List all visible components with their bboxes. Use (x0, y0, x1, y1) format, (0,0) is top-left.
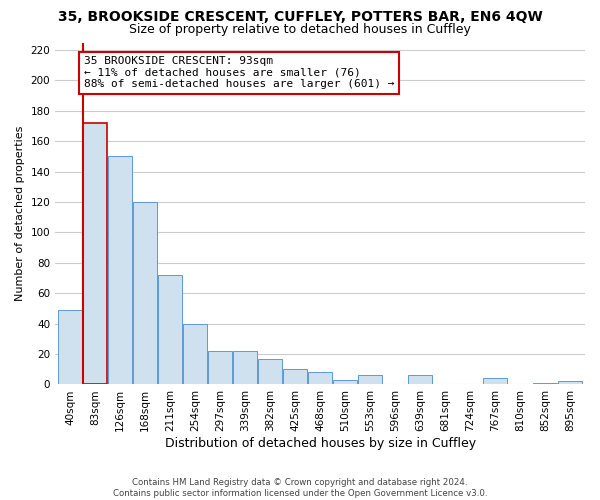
Bar (283, 370, 307, 384)
Bar (333, 380, 357, 384)
Bar (208, 351, 232, 384)
Bar (83, 123, 107, 384)
Bar (558, 382, 582, 384)
Text: 35, BROOKSIDE CRESCENT, CUFFLEY, POTTERS BAR, EN6 4QW: 35, BROOKSIDE CRESCENT, CUFFLEY, POTTERS… (58, 10, 542, 24)
Text: 35 BROOKSIDE CRESCENT: 93sqm
← 11% of detached houses are smaller (76)
88% of se: 35 BROOKSIDE CRESCENT: 93sqm ← 11% of de… (84, 56, 394, 90)
Text: Size of property relative to detached houses in Cuffley: Size of property relative to detached ho… (129, 22, 471, 36)
Bar (58, 310, 82, 384)
Bar (308, 372, 332, 384)
Bar (158, 275, 182, 384)
Text: Contains HM Land Registry data © Crown copyright and database right 2024.
Contai: Contains HM Land Registry data © Crown c… (113, 478, 487, 498)
Bar (233, 351, 257, 384)
Bar (183, 324, 207, 384)
Bar (408, 376, 432, 384)
Bar (358, 376, 382, 384)
Bar (483, 378, 507, 384)
Bar (108, 156, 132, 384)
Bar (533, 383, 557, 384)
X-axis label: Distribution of detached houses by size in Cuffley: Distribution of detached houses by size … (164, 437, 476, 450)
Bar (133, 202, 157, 384)
Bar (258, 358, 282, 384)
Y-axis label: Number of detached properties: Number of detached properties (15, 126, 25, 301)
